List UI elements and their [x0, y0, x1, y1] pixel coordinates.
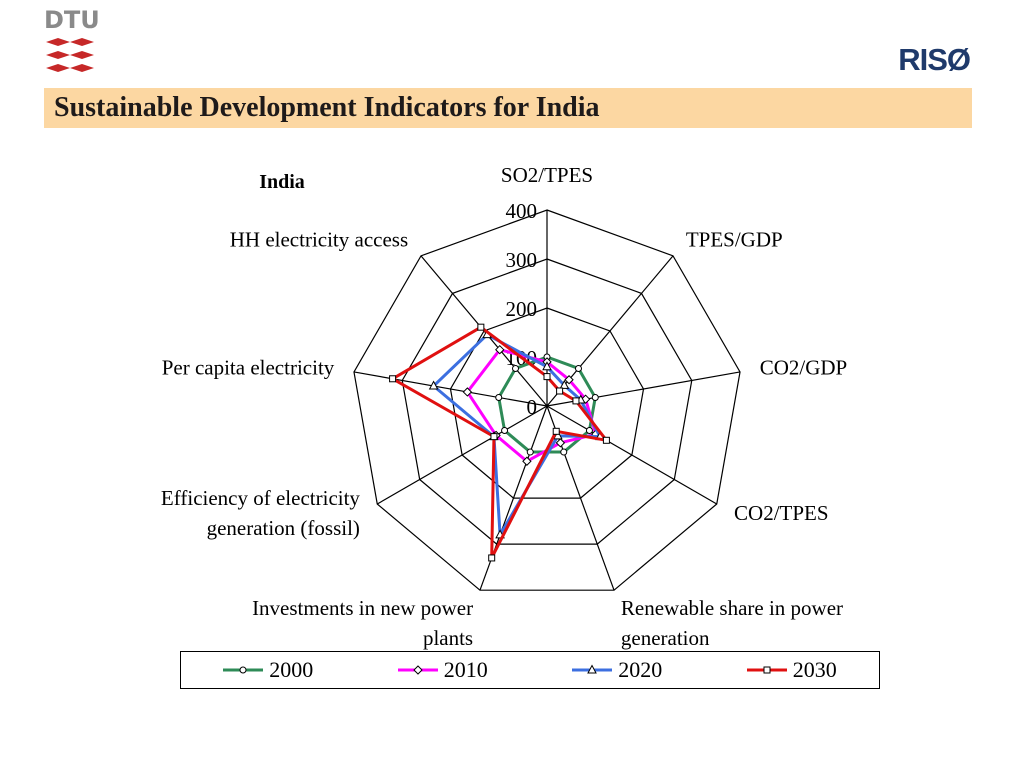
legend-item: 2010 — [397, 657, 488, 683]
series-marker — [522, 456, 532, 466]
series-marker — [490, 433, 498, 441]
grid-spoke — [376, 405, 548, 505]
r-tick-label: 400 — [506, 199, 538, 223]
dtu-logo: DTU — [44, 6, 100, 78]
series-marker — [495, 393, 503, 401]
legend-item: 2020 — [572, 657, 662, 683]
series-marker — [542, 361, 552, 371]
grid-spoke — [353, 371, 548, 407]
legend-label: 2010 — [443, 657, 488, 682]
series-marker — [556, 387, 564, 395]
category-label: Investments in new power plants — [252, 596, 473, 650]
r-tick-label: 300 — [506, 248, 538, 272]
series-marker — [501, 427, 509, 434]
riso-logo: RISØ — [898, 42, 971, 77]
r-tick-label: 0 — [527, 395, 538, 419]
series-marker — [564, 375, 574, 385]
series-marker — [543, 373, 551, 381]
chart-title: India — [259, 171, 305, 193]
radar-grid — [353, 209, 741, 591]
category-label: CO2/TPES — [734, 501, 829, 525]
category-label: Efficiency of electricity generation (fos… — [161, 486, 361, 540]
title-bar: Sustainable Development Indicators for I… — [44, 88, 972, 128]
category-label: SO2/TPES — [501, 163, 593, 187]
series-marker — [585, 427, 593, 434]
legend-swatch — [397, 665, 438, 675]
legend-label: 2020 — [618, 657, 663, 682]
series-marker — [512, 364, 520, 372]
series-marker — [477, 323, 485, 331]
series-line — [465, 348, 598, 463]
legend-item: 2030 — [746, 657, 837, 683]
grid-spoke — [546, 405, 718, 505]
series-marker — [428, 380, 439, 390]
series-marker — [559, 379, 570, 389]
series-marker — [526, 448, 534, 456]
series-marker — [602, 436, 610, 444]
category-label: TPES/GDP — [686, 228, 783, 252]
category-label: HH electricity access — [230, 228, 408, 252]
dtu-logo-mark — [46, 38, 94, 72]
series-marker — [763, 666, 771, 674]
series-marker — [239, 666, 247, 674]
series-2030 — [389, 323, 610, 562]
series-marker — [591, 393, 599, 401]
series-marker — [572, 397, 580, 405]
category-label: Renewable share in power generation — [621, 596, 843, 650]
series-marker — [587, 664, 598, 674]
series-marker — [552, 427, 560, 435]
series-marker — [495, 344, 505, 355]
chart-legend: 2000 2010 2020 2030 — [180, 651, 880, 689]
page-title: Sustainable Development Indicators for I… — [54, 92, 600, 123]
r-tick-label: 200 — [506, 297, 538, 321]
grid-ring — [353, 209, 741, 591]
series-line — [391, 325, 608, 560]
series-marker — [413, 665, 423, 675]
legend-swatch — [572, 664, 613, 674]
legend-swatch — [746, 666, 787, 674]
series-marker — [462, 387, 473, 397]
series-marker — [488, 554, 496, 562]
series-marker — [560, 448, 568, 456]
legend-item: 2000 — [223, 657, 313, 683]
grid-ring — [401, 258, 693, 545]
legend-label: 2030 — [792, 657, 837, 682]
series-marker — [389, 375, 397, 383]
legend-label: 2000 — [269, 657, 314, 682]
series-marker — [555, 438, 566, 448]
grid-ring — [449, 307, 645, 499]
series-marker — [574, 364, 582, 372]
category-label: Per capita electricity — [162, 355, 335, 379]
category-label: CO2/GDP — [760, 355, 848, 379]
dtu-logo-text: DTU — [44, 6, 100, 34]
legend-swatch — [223, 666, 264, 674]
